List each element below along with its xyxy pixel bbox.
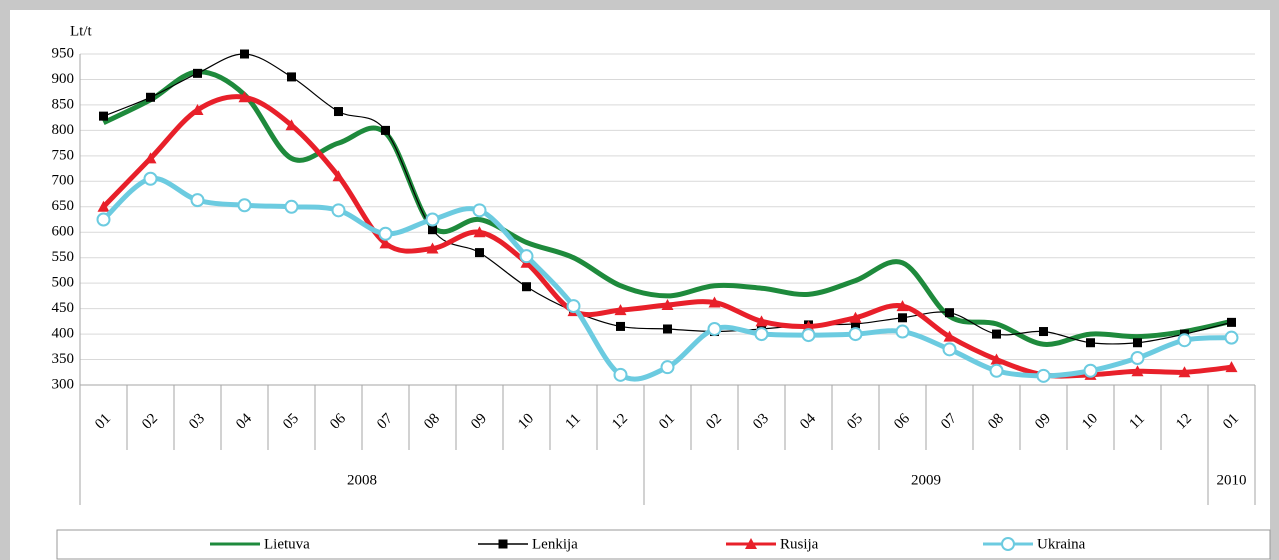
- marker: [143, 171, 158, 186]
- y-tick-label: 850: [52, 96, 75, 112]
- marker: [663, 324, 672, 334]
- marker: [660, 360, 675, 375]
- marker: [334, 107, 343, 117]
- y-tick-label: 600: [52, 224, 75, 240]
- marker: [522, 282, 531, 292]
- legend-entry: Lenkija: [478, 536, 578, 552]
- legend-marker: [498, 539, 508, 549]
- group-label: 2010: [1217, 472, 1247, 488]
- marker: [848, 327, 863, 342]
- marker: [1036, 368, 1051, 383]
- marker: [895, 324, 910, 339]
- marker: [331, 203, 346, 218]
- legend-label: Lenkija: [532, 536, 578, 552]
- y-tick-label: 700: [52, 173, 75, 189]
- marker: [613, 367, 628, 382]
- marker: [1130, 351, 1145, 366]
- marker: [942, 342, 957, 357]
- legend-label: Lietuva: [264, 536, 310, 552]
- chart-area: [10, 10, 1270, 560]
- marker: [237, 198, 252, 213]
- marker: [708, 296, 721, 308]
- marker: [379, 237, 392, 249]
- y-tick-label: 500: [52, 275, 75, 291]
- marker: [240, 49, 249, 59]
- y-tick-label: 900: [52, 71, 75, 87]
- marker: [144, 152, 157, 164]
- marker: [193, 68, 202, 78]
- marker: [614, 304, 627, 316]
- marker: [472, 203, 487, 218]
- y-tick-label: 350: [52, 351, 75, 367]
- marker: [1225, 361, 1238, 373]
- marker: [989, 363, 1004, 378]
- group-label: 2009: [911, 472, 941, 488]
- y-tick-label: 750: [52, 147, 75, 163]
- y-tick-label: 950: [52, 45, 75, 61]
- y-tick-label: 300: [52, 376, 75, 392]
- marker: [566, 299, 581, 314]
- marker: [475, 248, 484, 258]
- y-tick-label: 450: [52, 300, 75, 316]
- legend-entry: Lietuva: [210, 536, 310, 552]
- legend-entry: Rusija: [726, 536, 819, 552]
- marker: [802, 320, 815, 332]
- legend-label: Rusija: [780, 536, 819, 552]
- marker: [945, 308, 954, 318]
- marker: [661, 299, 674, 311]
- marker: [755, 315, 768, 327]
- y-axis-label: Lt/t: [70, 23, 92, 39]
- marker: [707, 321, 722, 336]
- marker: [1131, 365, 1144, 377]
- marker: [1083, 363, 1098, 378]
- marker: [378, 226, 393, 241]
- marker: [473, 226, 486, 238]
- marker: [851, 319, 860, 329]
- marker: [1227, 317, 1236, 327]
- y-tick-label: 650: [52, 198, 75, 214]
- marker: [1039, 327, 1048, 337]
- marker: [428, 225, 437, 235]
- marker: [99, 111, 108, 121]
- marker: [238, 91, 251, 103]
- legend-label: Ukraina: [1037, 536, 1086, 552]
- marker: [1224, 330, 1239, 345]
- legend-marker: [1001, 537, 1015, 551]
- marker: [426, 242, 439, 254]
- marker: [1086, 338, 1095, 348]
- marker: [898, 313, 907, 323]
- marker: [1177, 333, 1192, 348]
- marker: [1178, 366, 1191, 378]
- marker: [287, 72, 296, 82]
- marker: [754, 327, 769, 342]
- y-tick-label: 800: [52, 122, 75, 138]
- y-tick-label: 550: [52, 249, 75, 265]
- marker: [849, 311, 862, 323]
- marker: [96, 212, 111, 227]
- marker: [425, 212, 440, 227]
- marker: [519, 249, 534, 264]
- marker: [1133, 338, 1142, 348]
- marker: [992, 329, 1001, 339]
- marker: [990, 353, 1003, 365]
- marker: [943, 330, 956, 342]
- marker: [284, 199, 299, 214]
- series-line: [102, 69, 1233, 347]
- marker: [896, 300, 909, 312]
- marker: [146, 92, 155, 102]
- y-tick-label: 400: [52, 326, 75, 342]
- marker: [801, 328, 816, 343]
- marker: [97, 200, 110, 212]
- legend-marker: [745, 538, 757, 549]
- marker: [190, 193, 205, 208]
- marker: [191, 104, 204, 116]
- marker: [616, 321, 625, 331]
- marker: [381, 125, 390, 135]
- marker: [332, 170, 345, 182]
- marker: [285, 119, 298, 131]
- group-label: 2008: [347, 472, 377, 488]
- legend-entry: Ukraina: [983, 536, 1086, 552]
